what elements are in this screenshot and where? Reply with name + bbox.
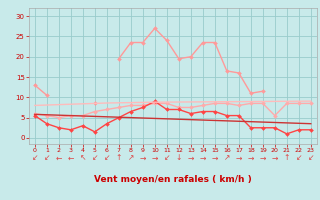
Text: ↙: ↙ (32, 154, 38, 162)
Text: →: → (272, 154, 278, 162)
Text: ↑: ↑ (284, 154, 290, 162)
Text: ↙: ↙ (104, 154, 110, 162)
Text: ↙: ↙ (296, 154, 302, 162)
Text: ↖: ↖ (80, 154, 86, 162)
Text: ↑: ↑ (116, 154, 122, 162)
Text: Vent moyen/en rafales ( km/h ): Vent moyen/en rafales ( km/h ) (94, 176, 252, 184)
Text: →: → (212, 154, 218, 162)
Text: →: → (140, 154, 146, 162)
Text: ←: ← (56, 154, 62, 162)
Text: →: → (200, 154, 206, 162)
Text: →: → (260, 154, 266, 162)
Text: ↗: ↗ (128, 154, 134, 162)
Text: →: → (188, 154, 194, 162)
Text: →: → (248, 154, 254, 162)
Text: →: → (152, 154, 158, 162)
Text: ↙: ↙ (44, 154, 50, 162)
Text: ↓: ↓ (176, 154, 182, 162)
Text: ↙: ↙ (308, 154, 314, 162)
Text: ↙: ↙ (164, 154, 170, 162)
Text: ↙: ↙ (92, 154, 98, 162)
Text: →: → (236, 154, 242, 162)
Text: ↗: ↗ (224, 154, 230, 162)
Text: ←: ← (68, 154, 74, 162)
